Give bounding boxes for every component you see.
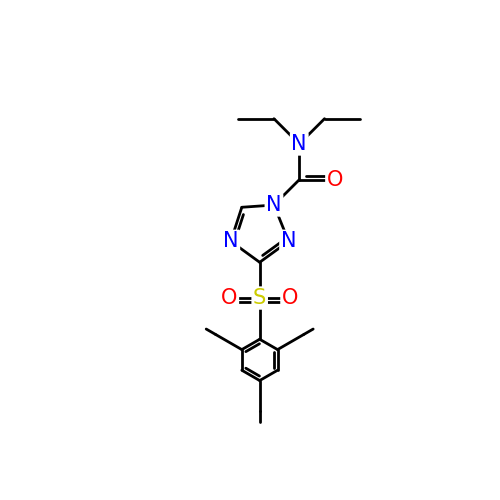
Text: N: N <box>266 195 281 215</box>
Text: O: O <box>221 288 238 308</box>
Text: N: N <box>281 232 296 252</box>
Text: O: O <box>327 170 343 190</box>
Text: N: N <box>292 134 307 154</box>
Text: O: O <box>282 288 298 308</box>
Text: N: N <box>223 232 238 252</box>
Text: S: S <box>253 288 266 308</box>
